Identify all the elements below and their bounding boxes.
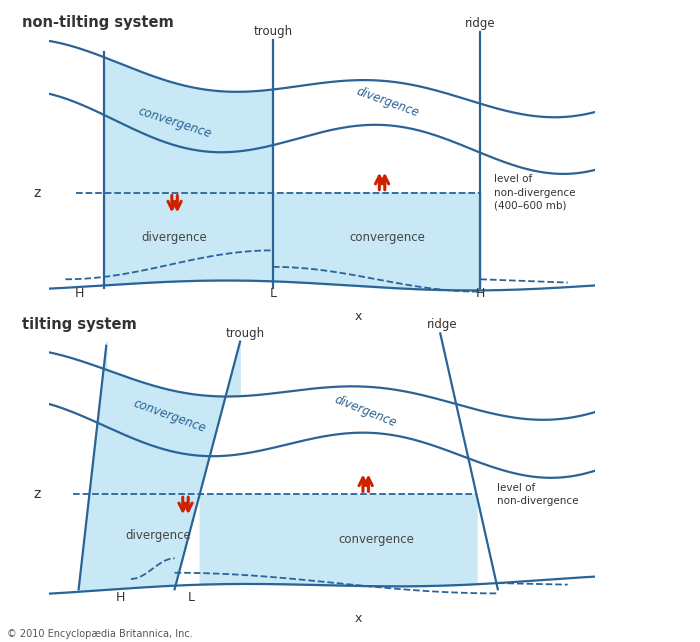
Text: convergence: convergence (339, 534, 414, 546)
Text: divergence: divergence (354, 85, 421, 119)
Text: tilting system: tilting system (22, 317, 136, 332)
Text: trough: trough (226, 327, 265, 340)
Text: divergence: divergence (125, 529, 191, 542)
Text: z: z (34, 487, 41, 501)
Text: non-tilting system: non-tilting system (22, 15, 174, 30)
Text: level of
non-divergence
(400–600 mb): level of non-divergence (400–600 mb) (494, 175, 575, 211)
Text: divergence: divergence (332, 394, 399, 430)
Text: L: L (188, 591, 195, 604)
Text: convergence: convergence (349, 232, 426, 245)
Text: convergence: convergence (131, 397, 207, 435)
Polygon shape (90, 342, 240, 494)
Text: z: z (34, 186, 41, 200)
Text: convergence: convergence (136, 105, 213, 141)
Text: x: x (355, 310, 362, 323)
Text: divergence: divergence (141, 232, 207, 245)
Text: ridge: ridge (427, 318, 457, 331)
Text: H: H (74, 287, 84, 300)
Text: H: H (116, 591, 125, 604)
Text: trough: trough (253, 25, 293, 38)
Text: L: L (270, 287, 276, 300)
Polygon shape (78, 494, 200, 592)
Text: © 2010 Encyclopædia Britannica, Inc.: © 2010 Encyclopædia Britannica, Inc. (7, 629, 192, 639)
Text: level of
non-divergence: level of non-divergence (497, 483, 578, 506)
Text: ridge: ridge (465, 17, 496, 30)
Text: x: x (355, 612, 362, 625)
Text: H: H (476, 287, 485, 300)
